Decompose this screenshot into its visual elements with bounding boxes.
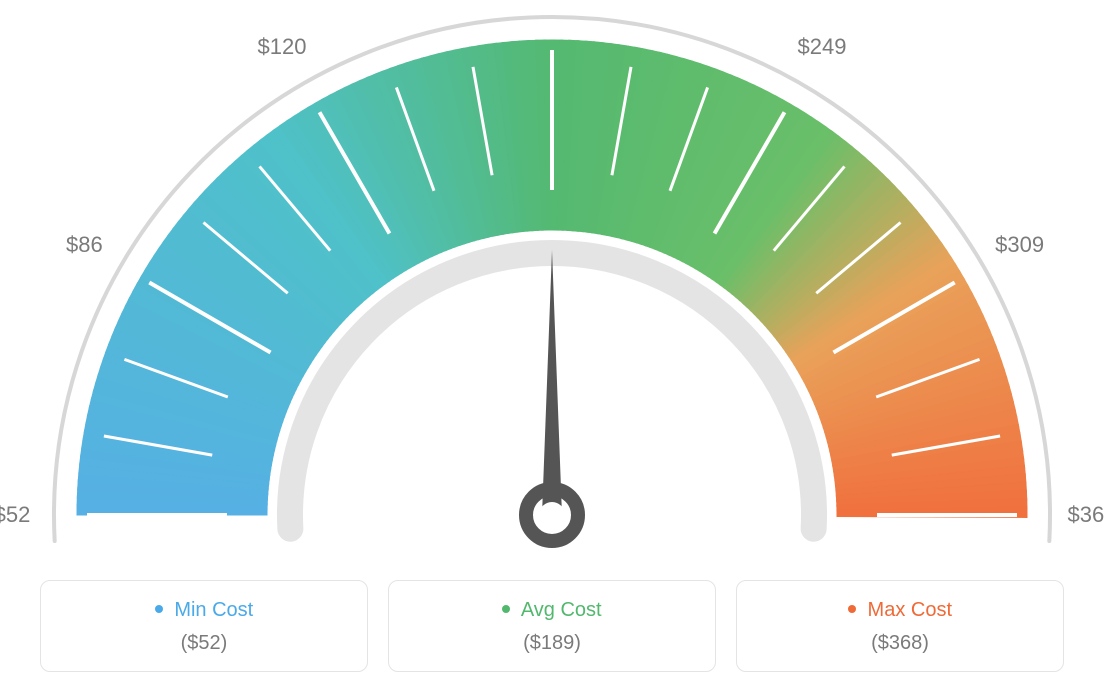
legend-value-min: ($52): [51, 632, 357, 655]
gauge-tick-label: $120: [258, 34, 307, 60]
gauge-tick-label: $309: [995, 232, 1044, 258]
legend-dot-min: [155, 605, 163, 613]
legend-title-min-text: Min Cost: [174, 599, 253, 621]
legend-value-max: ($368): [747, 632, 1053, 655]
legend-card-avg: Avg Cost ($189): [388, 580, 716, 672]
gauge-tick-label: $86: [66, 232, 103, 258]
legend-dot-max: [848, 605, 856, 613]
legend-title-avg: Avg Cost: [399, 599, 705, 622]
gauge-tick-label: $368: [1068, 502, 1104, 528]
legend-card-max: Max Cost ($368): [736, 580, 1064, 672]
legend-title-max-text: Max Cost: [868, 599, 952, 621]
cost-gauge: $52$86$120$189$249$309$368: [0, 0, 1104, 560]
legend-title-min: Min Cost: [51, 599, 357, 622]
legend-title-max: Max Cost: [747, 599, 1053, 622]
gauge-svg: [0, 0, 1104, 560]
legend-card-min: Min Cost ($52): [40, 580, 368, 672]
legend-value-avg: ($189): [399, 632, 705, 655]
legend-row: Min Cost ($52) Avg Cost ($189) Max Cost …: [0, 580, 1104, 672]
legend-title-avg-text: Avg Cost: [521, 599, 602, 621]
gauge-tick-label: $52: [0, 502, 30, 528]
gauge-tick-label: $249: [798, 34, 847, 60]
legend-dot-avg: [502, 605, 510, 613]
